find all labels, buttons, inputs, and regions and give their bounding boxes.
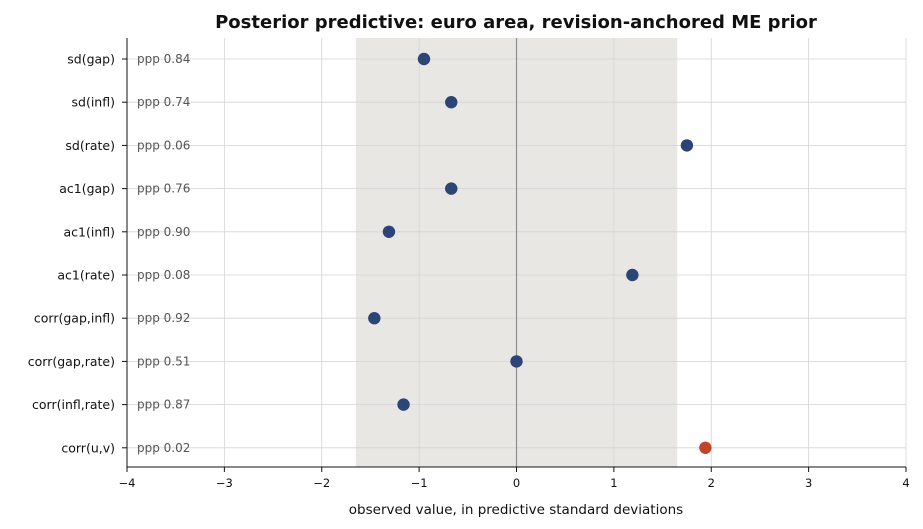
x-tick-label: 3 — [805, 476, 812, 490]
data-point — [626, 268, 639, 282]
data-point — [699, 441, 712, 454]
x-tick-label: 2 — [708, 476, 715, 490]
ppp-label: ppp 0.51 — [137, 354, 190, 368]
x-axis-label: observed value, in predictive standard d… — [349, 502, 683, 518]
y-tick-label: corr(infl,rate) — [32, 397, 115, 412]
x-tick-label: 1 — [610, 476, 617, 490]
ppp-label: ppp 0.90 — [137, 225, 190, 239]
data-point — [680, 139, 694, 152]
y-tick-label: ac1(infl) — [63, 224, 115, 239]
y-tick-label: ac1(gap) — [59, 181, 115, 196]
ppp-label: ppp 0.84 — [137, 52, 190, 66]
ppp-label: ppp 0.87 — [137, 398, 190, 412]
x-tick-label: −4 — [119, 476, 136, 490]
chart-title: Posterior predictive: euro area, revisio… — [215, 12, 817, 33]
ppp-label: ppp 0.92 — [137, 311, 190, 325]
y-tick-label: ac1(rate) — [57, 268, 115, 283]
x-tick-label: 4 — [902, 476, 909, 490]
ppp-label: ppp 0.08 — [137, 268, 190, 282]
plot-area: −4 −3 −2 −1 0 1 2 3 4 sd(gap) ppp 0.84 sd(infl) ppp … — [28, 38, 910, 490]
x-tick-label: −1 — [411, 476, 428, 490]
y-tick-label: corr(gap,infl) — [34, 311, 115, 326]
data-point — [368, 312, 381, 325]
data-point — [417, 52, 431, 66]
data-point — [445, 96, 458, 109]
data-point — [445, 182, 458, 195]
y-tick-label: sd(gap) — [67, 52, 115, 67]
x-tick-label: −3 — [216, 476, 233, 490]
x-tick-label: 0 — [513, 476, 520, 490]
y-tick-label: corr(gap,rate) — [28, 354, 115, 369]
y-tick-label: sd(rate) — [65, 138, 115, 153]
ppp-label: ppp 0.76 — [137, 182, 190, 196]
data-point — [382, 225, 396, 238]
y-tick-label: corr(u,v) — [61, 440, 115, 455]
data-point — [397, 398, 410, 411]
data-point — [510, 355, 523, 368]
ppp-label: ppp 0.02 — [137, 441, 190, 455]
ppp-label: ppp 0.74 — [137, 95, 190, 109]
x-tick-label: −2 — [313, 476, 330, 490]
y-tick-label: sd(infl) — [72, 95, 115, 110]
ppp-label: ppp 0.06 — [137, 138, 190, 152]
